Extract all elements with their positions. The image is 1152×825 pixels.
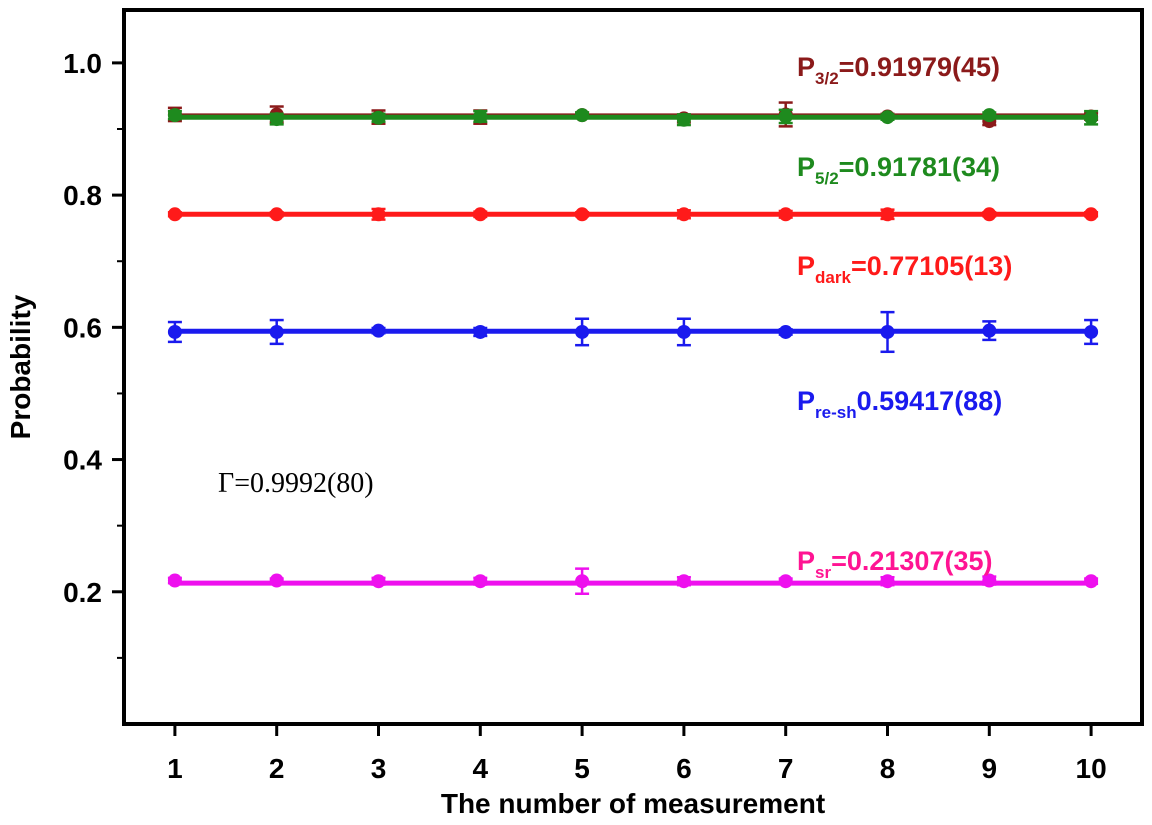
plot-frame — [122, 8, 1144, 726]
point-2-0 — [167, 207, 182, 222]
x-tick-label-7: 7 — [778, 753, 794, 784]
point-4-3 — [473, 574, 488, 589]
series-2 — [167, 207, 1099, 222]
point-4-4 — [575, 574, 590, 589]
annotation-p52-value: =0.91781(34) — [839, 152, 1000, 182]
annotation-psr-main: P — [797, 546, 815, 576]
y-tick-label-2: 0.6 — [63, 312, 102, 343]
axis-ticks: 1 2 3 4 5 6 7 8 9 10 0.2 0.4 0.6 0.8 1.0 — [63, 48, 1107, 784]
point-2-5 — [676, 207, 691, 222]
point-1-3 — [473, 109, 488, 124]
x-tick-label-4: 4 — [473, 753, 489, 784]
point-2-4 — [575, 207, 590, 222]
y-tick-label-4: 1.0 — [63, 48, 102, 79]
point-3-4 — [575, 324, 590, 339]
annotation-pdark-value: =0.77105(13) — [851, 251, 1012, 281]
point-3-7 — [880, 324, 895, 339]
x-tick-label-3: 3 — [371, 753, 387, 784]
point-3-8 — [982, 323, 997, 338]
annotation-psr: Psr=0.21307(35) — [797, 546, 992, 582]
annotation-p32-sub: 3/2 — [815, 69, 839, 88]
x-tick-label-9: 9 — [982, 753, 998, 784]
gamma-annotation: Γ=0.9992(80) — [218, 468, 374, 499]
point-4-0 — [167, 573, 182, 588]
point-2-3 — [473, 207, 488, 222]
annotation-presh-value: 0.59417(88) — [857, 386, 1003, 416]
point-2-8 — [982, 207, 997, 222]
point-4-7 — [880, 574, 895, 589]
point-2-6 — [778, 207, 793, 222]
series-1 — [167, 108, 1099, 127]
x-tick-label-6: 6 — [676, 753, 692, 784]
x-tick-label-5: 5 — [574, 753, 590, 784]
x-tick-label-2: 2 — [269, 753, 285, 784]
point-4-5 — [676, 574, 691, 589]
annotation-psr-value: =0.21307(35) — [831, 546, 992, 576]
point-1-4 — [575, 108, 590, 123]
x-axis-title: The number of measurement — [441, 788, 825, 819]
annotation-pdark-main: P — [797, 251, 815, 281]
point-4-6 — [778, 574, 793, 589]
annotation-pdark: Pdark=0.77105(13) — [797, 251, 1012, 287]
point-2-2 — [371, 207, 386, 222]
y-tick-label-0: 0.2 — [63, 577, 102, 608]
point-1-0 — [167, 108, 182, 123]
point-1-2 — [371, 110, 386, 125]
point-1-9 — [1084, 110, 1099, 125]
point-3-6 — [778, 324, 793, 339]
annotation-p52: P5/2=0.91781(34) — [797, 152, 1000, 188]
point-3-1 — [269, 324, 284, 339]
data-layer — [167, 101, 1099, 596]
annotation-presh-main: P — [797, 386, 815, 416]
annotation-p52-sub: 5/2 — [815, 169, 839, 188]
point-3-5 — [676, 324, 691, 339]
point-1-6 — [778, 109, 793, 124]
fit-annotations: P3/2=0.91979(45) P5/2=0.91781(34) Pdark=… — [797, 52, 1012, 582]
y-axis-title: Probability — [5, 294, 36, 439]
x-tick-label-1: 1 — [167, 753, 183, 784]
y-tick-label-1: 0.4 — [63, 445, 102, 476]
point-1-7 — [880, 110, 895, 125]
point-3-3 — [473, 324, 488, 339]
point-2-9 — [1084, 207, 1099, 222]
point-3-9 — [1084, 324, 1099, 339]
point-4-9 — [1084, 574, 1099, 589]
annotation-presh-sub: re-sh — [815, 403, 857, 422]
point-2-7 — [880, 207, 895, 222]
series-3 — [167, 310, 1099, 354]
point-4-2 — [371, 574, 386, 589]
y-tick-label-3: 0.8 — [63, 180, 102, 211]
point-4-8 — [982, 573, 997, 588]
annotation-p32-main: P — [797, 52, 815, 82]
annotation-p32: P3/2=0.91979(45) — [797, 52, 1000, 88]
annotation-pdark-sub: dark — [815, 268, 851, 287]
point-1-8 — [982, 108, 997, 123]
point-3-2 — [371, 323, 386, 338]
annotation-p52-main: P — [797, 152, 815, 182]
point-4-1 — [269, 573, 284, 588]
series-4 — [167, 567, 1099, 596]
annotation-psr-sub: sr — [815, 563, 831, 582]
point-3-0 — [167, 324, 182, 339]
point-1-5 — [676, 112, 691, 127]
annotation-p32-value: =0.91979(45) — [839, 52, 1000, 82]
point-2-1 — [269, 207, 284, 222]
point-1-1 — [269, 112, 284, 127]
x-tick-label-8: 8 — [880, 753, 896, 784]
annotation-presh: Pre-sh0.59417(88) — [797, 386, 1002, 422]
x-tick-label-10: 10 — [1076, 753, 1107, 784]
